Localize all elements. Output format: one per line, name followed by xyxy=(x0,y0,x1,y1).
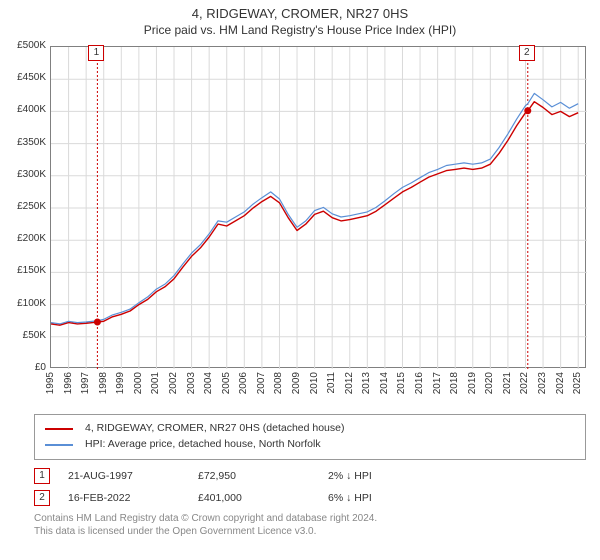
x-tick-label: 2023 xyxy=(537,372,548,394)
y-tick-label: £400K xyxy=(0,104,46,115)
x-tick-label: 2008 xyxy=(273,372,284,394)
x-tick-label: 2009 xyxy=(291,372,302,394)
x-tick-label: 2016 xyxy=(414,372,425,394)
legend-swatch xyxy=(45,428,73,430)
legend-swatch xyxy=(45,444,73,446)
x-tick-label: 2014 xyxy=(379,372,390,394)
x-tick-label: 2002 xyxy=(168,372,179,394)
x-tick-label: 2000 xyxy=(133,372,144,394)
y-tick-label: £100K xyxy=(0,298,46,309)
x-tick-label: 2001 xyxy=(150,372,161,394)
x-tick-label: 2004 xyxy=(203,372,214,394)
y-tick-label: £150K xyxy=(0,265,46,276)
transaction-row: 1 21-AUG-1997£72,9502% ↓ HPI xyxy=(34,468,586,484)
x-tick-label: 2010 xyxy=(309,372,320,394)
transaction-row: 2 16-FEB-2022£401,0006% ↓ HPI xyxy=(34,490,586,506)
transaction-price: £401,000 xyxy=(198,492,328,504)
transaction-date: 21-AUG-1997 xyxy=(68,470,198,482)
y-tick-label: £0 xyxy=(0,362,46,373)
chart-plot-area xyxy=(50,46,586,368)
legend: 4, RIDGEWAY, CROMER, NR27 0HS (detached … xyxy=(34,414,586,460)
legend-label: 4, RIDGEWAY, CROMER, NR27 0HS (detached … xyxy=(85,421,345,437)
transaction-delta: 2% ↓ HPI xyxy=(328,470,458,482)
y-tick-label: £500K xyxy=(0,40,46,51)
y-tick-label: £350K xyxy=(0,137,46,148)
chart-marker-2: 2 xyxy=(519,45,535,61)
x-tick-label: 2005 xyxy=(221,372,232,394)
x-tick-label: 2025 xyxy=(572,372,583,394)
chart-marker-1: 1 xyxy=(88,45,104,61)
x-tick-label: 2012 xyxy=(344,372,355,394)
credit-line: Contains HM Land Registry data © Crown c… xyxy=(34,512,586,526)
x-tick-label: 1999 xyxy=(115,372,126,394)
transactions: 1 21-AUG-1997£72,9502% ↓ HPI 2 16-FEB-2022£… xyxy=(34,468,586,506)
transaction-marker: 2 xyxy=(34,490,50,506)
x-tick-label: 2020 xyxy=(484,372,495,394)
x-tick-label: 2024 xyxy=(555,372,566,394)
chart-svg xyxy=(51,47,587,369)
x-tick-label: 2019 xyxy=(467,372,478,394)
page-title: 4, RIDGEWAY, CROMER, NR27 0HS xyxy=(0,0,600,21)
y-tick-label: £200K xyxy=(0,233,46,244)
credits: Contains HM Land Registry data © Crown c… xyxy=(34,512,586,539)
y-tick-label: £250K xyxy=(0,201,46,212)
page-subtitle: Price paid vs. HM Land Registry's House … xyxy=(0,21,600,41)
x-tick-label: 2013 xyxy=(361,372,372,394)
footer-block: 4, RIDGEWAY, CROMER, NR27 0HS (detached … xyxy=(34,414,586,539)
x-tick-label: 1998 xyxy=(98,372,109,394)
legend-item: HPI: Average price, detached house, Nort… xyxy=(45,437,575,453)
x-tick-label: 2021 xyxy=(502,372,513,394)
x-tick-label: 2015 xyxy=(396,372,407,394)
legend-item: 4, RIDGEWAY, CROMER, NR27 0HS (detached … xyxy=(45,421,575,437)
x-tick-label: 1996 xyxy=(63,372,74,394)
x-tick-label: 2022 xyxy=(519,372,530,394)
y-tick-label: £300K xyxy=(0,169,46,180)
x-tick-label: 2003 xyxy=(186,372,197,394)
x-tick-label: 1995 xyxy=(45,372,56,394)
y-tick-label: £450K xyxy=(0,72,46,83)
legend-label: HPI: Average price, detached house, Nort… xyxy=(85,437,321,453)
x-tick-label: 2018 xyxy=(449,372,460,394)
x-tick-label: 1997 xyxy=(80,372,91,394)
x-tick-label: 2017 xyxy=(432,372,443,394)
x-tick-label: 2011 xyxy=(326,372,337,394)
y-tick-label: £50K xyxy=(0,330,46,341)
x-tick-label: 2007 xyxy=(256,372,267,394)
transaction-delta: 6% ↓ HPI xyxy=(328,492,458,504)
x-tick-label: 2006 xyxy=(238,372,249,394)
credit-line: This data is licensed under the Open Gov… xyxy=(34,525,586,539)
transaction-price: £72,950 xyxy=(198,470,328,482)
transaction-marker: 1 xyxy=(34,468,50,484)
transaction-date: 16-FEB-2022 xyxy=(68,492,198,504)
